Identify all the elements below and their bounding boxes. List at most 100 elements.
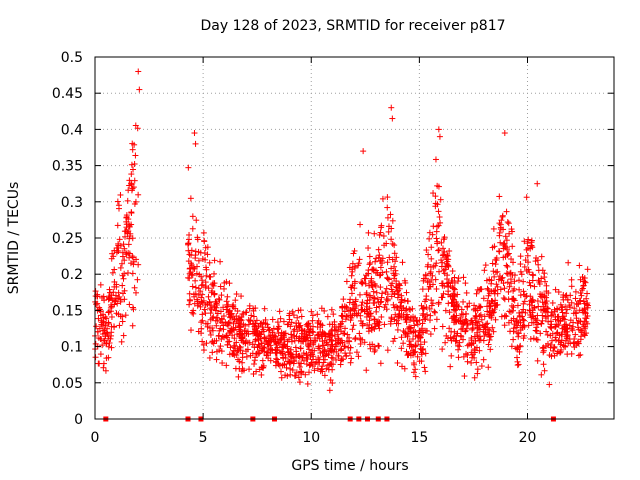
- data-point: [385, 223, 392, 230]
- data-point: [93, 301, 100, 308]
- data-point: [482, 262, 489, 269]
- data-point: [263, 349, 270, 356]
- data-point: [434, 240, 441, 247]
- data-point: [221, 285, 228, 292]
- data-point: [534, 297, 541, 304]
- data-point: [577, 318, 584, 325]
- data-point: [503, 237, 510, 244]
- data-point: [480, 328, 487, 335]
- data-point: [464, 342, 471, 349]
- data-point: [233, 352, 240, 359]
- x-tick-label: 15: [410, 430, 428, 446]
- data-point: [524, 240, 531, 247]
- data-point: [372, 258, 379, 265]
- data-point: [402, 279, 409, 286]
- data-point: [131, 200, 138, 207]
- data-point: [295, 353, 302, 360]
- data-point: [366, 305, 373, 312]
- data-point: [534, 336, 541, 343]
- data-point: [135, 68, 142, 75]
- data-point: [238, 337, 245, 344]
- data-point: [192, 140, 199, 147]
- data-point: [395, 281, 402, 288]
- data-point: [190, 265, 197, 272]
- data-point: [230, 320, 237, 327]
- data-point: [369, 341, 376, 348]
- data-point: [571, 344, 578, 351]
- data-point: [562, 292, 569, 299]
- data-point: [555, 338, 562, 345]
- data-point: [424, 279, 431, 286]
- data-point: [581, 325, 588, 332]
- data-point: [440, 245, 447, 252]
- data-point: [419, 320, 426, 327]
- chart-title: Day 128 of 2023, SRMTID for receiver p81…: [200, 18, 505, 34]
- data-point: [189, 213, 196, 220]
- data-point: [121, 296, 128, 303]
- data-point: [451, 286, 458, 293]
- data-point: [496, 229, 503, 236]
- data-point: [278, 329, 285, 336]
- data-point: [117, 191, 124, 198]
- data-point: [434, 182, 441, 189]
- data-point: [407, 324, 414, 331]
- data-point: [197, 288, 204, 295]
- data-point: [535, 303, 542, 310]
- data-point: [216, 327, 223, 334]
- data-point: [433, 260, 440, 267]
- data-point: [276, 308, 283, 315]
- data-point: [280, 318, 287, 325]
- data-point: [491, 273, 498, 280]
- data-point: [267, 357, 274, 364]
- data-point: [442, 339, 449, 346]
- data-point: [275, 361, 282, 368]
- data-point: [435, 126, 442, 133]
- data-point: [436, 268, 443, 275]
- data-point: [557, 301, 564, 308]
- data-point: [333, 340, 340, 347]
- data-point: [379, 290, 386, 297]
- data-point: [576, 262, 583, 269]
- data-point: [384, 204, 391, 211]
- data-point: [104, 330, 111, 337]
- data-point: [391, 335, 398, 342]
- data-point: [311, 347, 318, 354]
- data-point: [423, 247, 430, 254]
- data-point: [207, 328, 214, 335]
- data-point: [198, 319, 205, 326]
- data-point: [326, 387, 333, 394]
- data-point: [233, 339, 240, 346]
- data-point: [298, 313, 305, 320]
- data-point: [348, 355, 355, 362]
- data-point: [373, 304, 380, 311]
- data-point: [217, 258, 224, 265]
- data-point: [114, 300, 121, 307]
- data-point: [199, 317, 206, 324]
- data-point: [552, 286, 559, 293]
- data-point: [558, 306, 565, 313]
- data-point: [521, 291, 528, 298]
- data-point: [189, 272, 196, 279]
- data-point: [453, 318, 460, 325]
- data-point: [280, 344, 287, 351]
- data-point: [319, 363, 326, 370]
- data-point: [315, 331, 322, 338]
- data-point: [197, 249, 204, 256]
- data-point: [524, 252, 531, 259]
- data-point: [570, 310, 577, 317]
- data-point: [211, 280, 218, 287]
- data-point: [501, 322, 508, 329]
- data-point: [343, 313, 350, 320]
- data-point: [277, 336, 284, 343]
- data-point: [381, 321, 388, 328]
- data-point: [391, 242, 398, 249]
- data-point: [302, 371, 309, 378]
- data-point: [518, 271, 525, 278]
- data-point: [482, 324, 489, 331]
- data-point: [365, 229, 372, 236]
- data-point: [506, 283, 513, 290]
- data-point: [359, 320, 366, 327]
- data-point: [220, 313, 227, 320]
- data-point: [503, 208, 510, 215]
- data-point: [132, 122, 139, 129]
